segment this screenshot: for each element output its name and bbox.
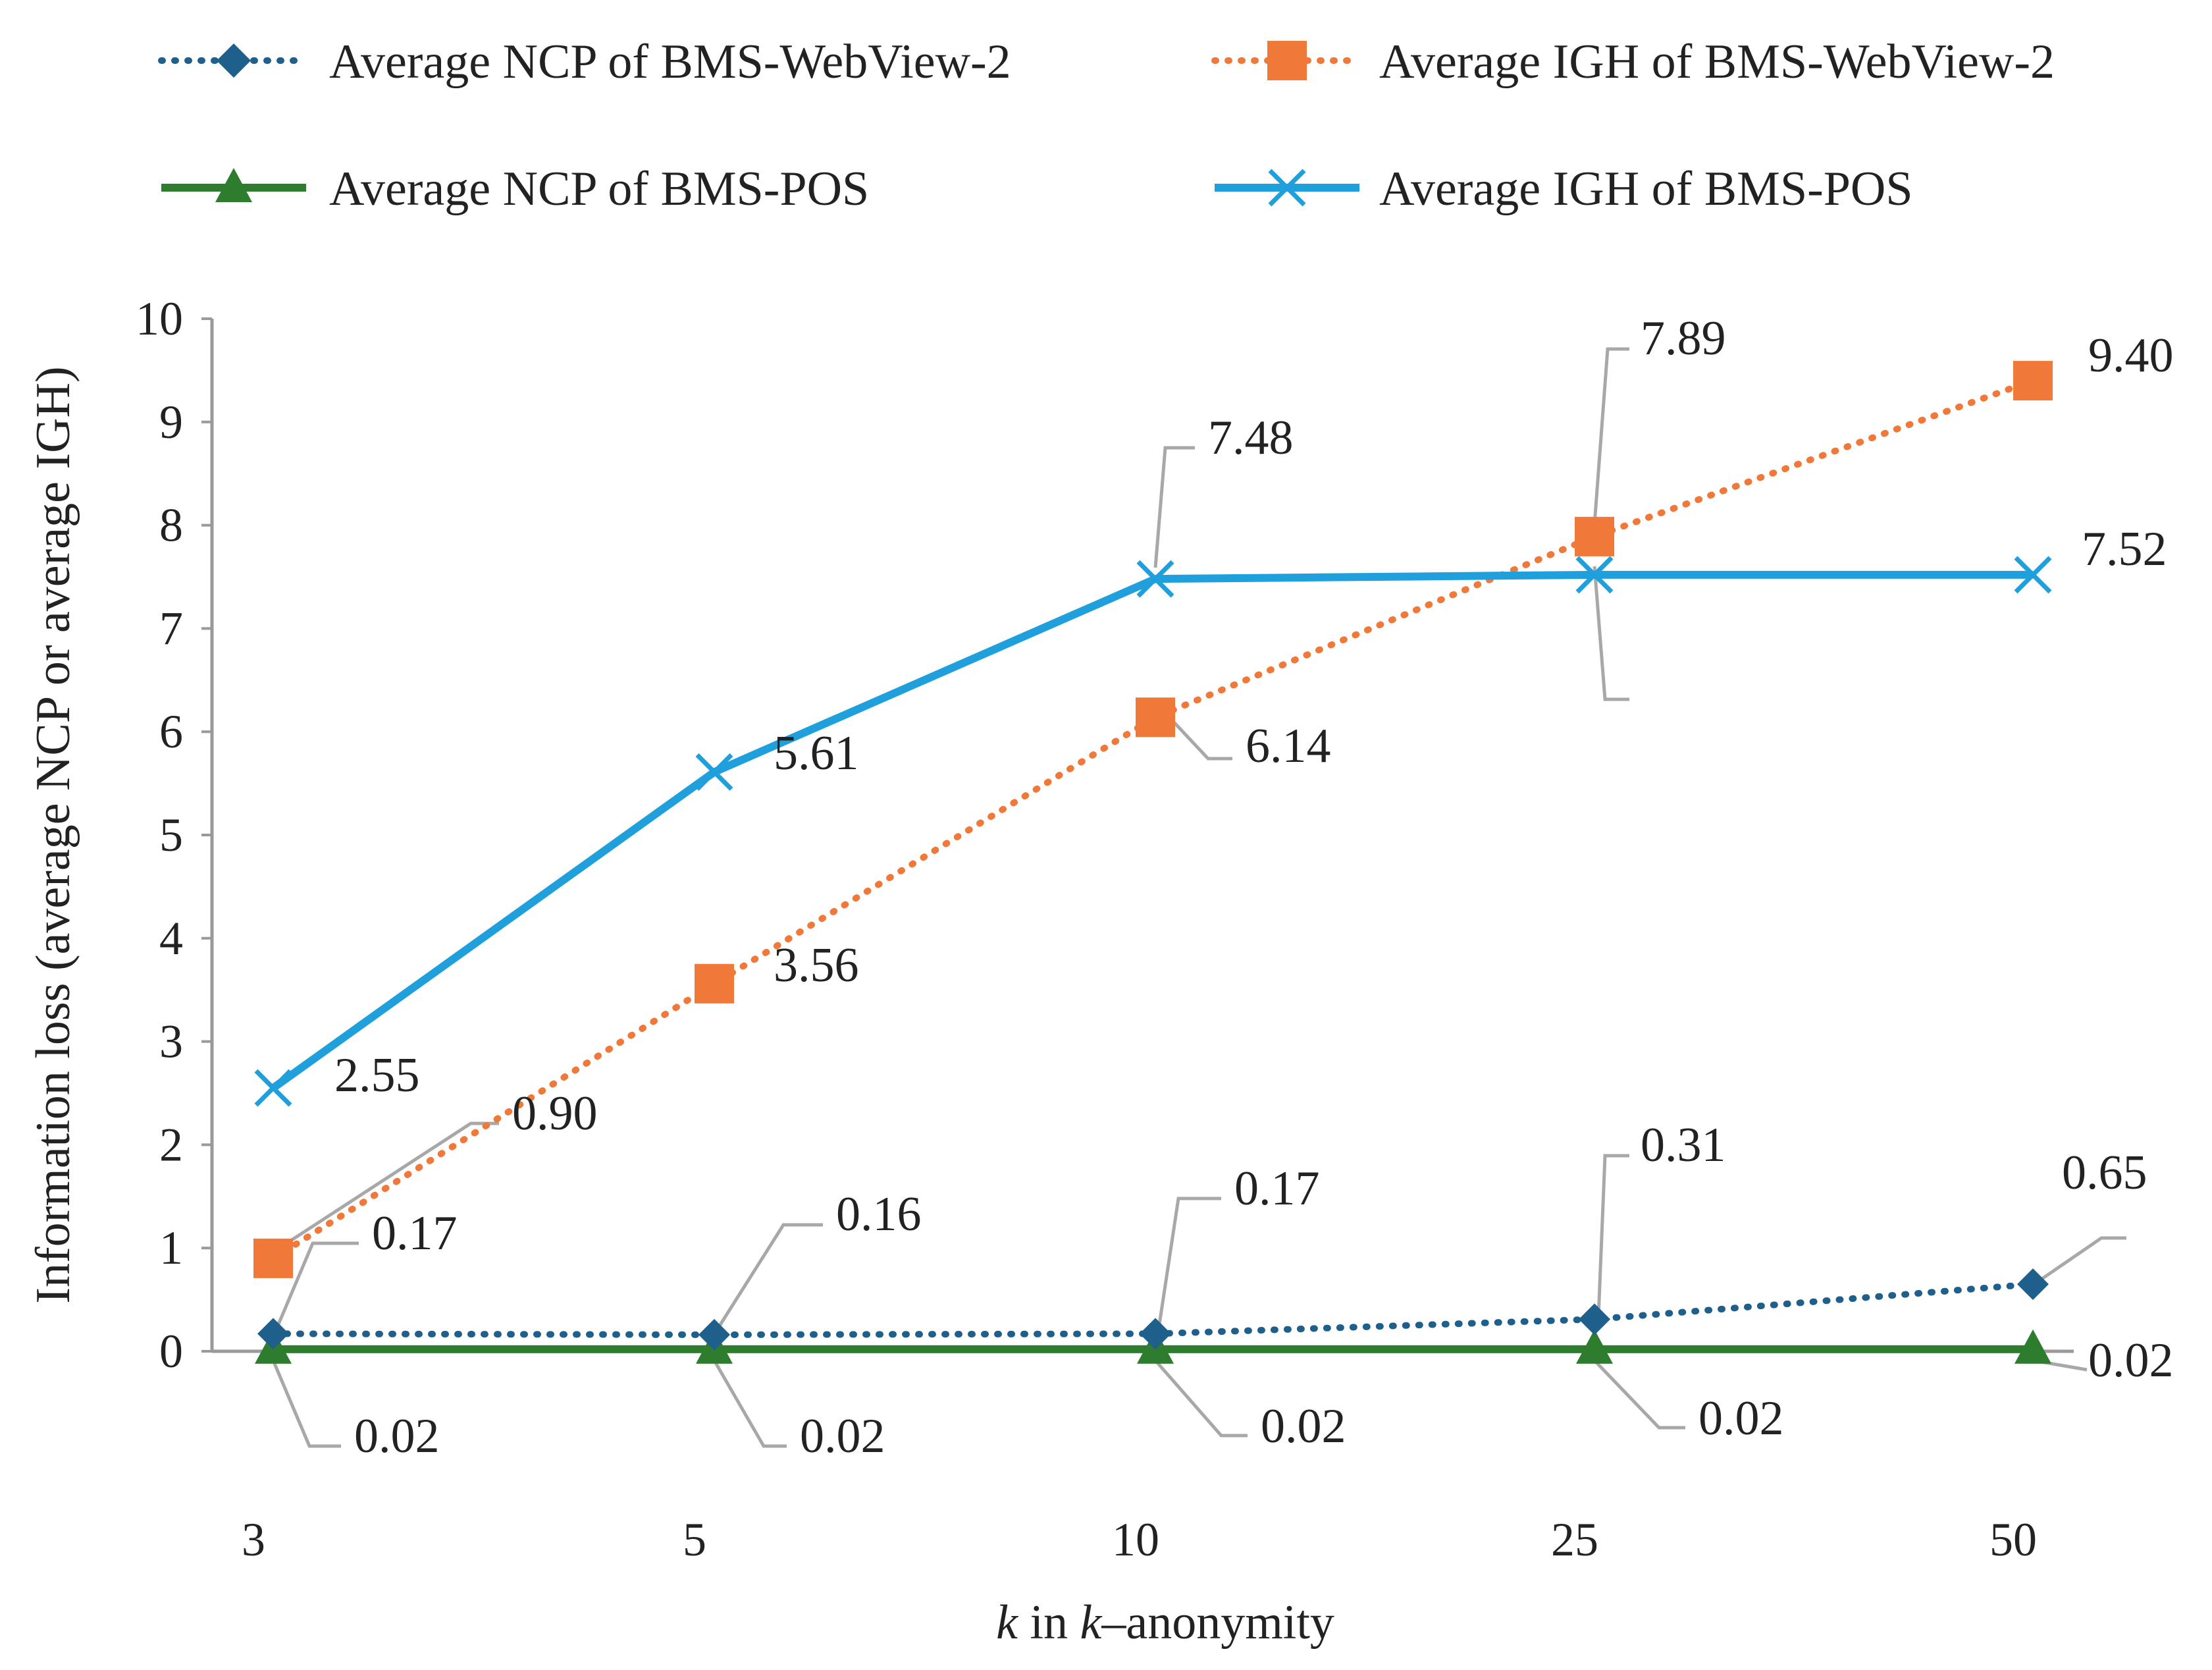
leader-lines — [271, 347, 2126, 1448]
plot-area — [253, 361, 2053, 1364]
y-tick-label: 9 — [159, 396, 183, 448]
data-point-square — [253, 1238, 293, 1278]
data-point-square — [2013, 361, 2053, 401]
leader-line — [1596, 1154, 1629, 1318]
data-label: 0.02 — [800, 1409, 885, 1463]
legend-label: Average NCP of BMS-WebView-2 — [329, 35, 1011, 89]
legend-item-3: Average IGH of BMS-POS — [1215, 162, 1913, 216]
leader-line — [1593, 1359, 1685, 1430]
x-axis-label-mid: in — [1018, 1596, 1080, 1650]
data-label: 0.02 — [1698, 1391, 1784, 1445]
y-tick-label: 4 — [159, 912, 183, 965]
data-point-square — [695, 963, 734, 1004]
data-point-diamond — [257, 1318, 289, 1350]
legend-label: Average IGH of BMS-POS — [1379, 162, 1913, 216]
series-line — [271, 570, 2033, 1092]
leader-line — [271, 1360, 341, 1448]
x-tick-label: 25 — [1551, 1513, 1598, 1566]
legend-marker-diamond — [217, 43, 251, 78]
x-axis-label-k: k — [996, 1596, 1018, 1650]
data-point-diamond — [2017, 1268, 2049, 1301]
data-label: 0.02 — [354, 1409, 440, 1463]
y-tick-label: 8 — [159, 499, 183, 552]
leader-line — [1593, 347, 1629, 525]
data-point-triangle — [2014, 1329, 2051, 1364]
x-tick-label: 50 — [1989, 1513, 2037, 1566]
leader-line — [1154, 1359, 1248, 1438]
data-label: 5.61 — [774, 726, 859, 780]
data-point-x — [2014, 556, 2052, 594]
leader-line — [712, 1359, 787, 1448]
y-tick-label: 1 — [159, 1222, 183, 1274]
leader-line — [275, 1241, 359, 1330]
data-label: 0.17 — [1234, 1162, 1320, 1216]
data-point-x — [1575, 556, 1614, 594]
y-tick-label: 5 — [159, 809, 183, 861]
data-label: 0.17 — [372, 1206, 458, 1260]
leader-line — [1153, 446, 1195, 568]
axes: 0 1 2 3 4 5 6 7 8 9 10 3 5 10 25 50 Information loss (… — [26, 292, 2074, 1650]
legend-marker-triangle — [215, 168, 252, 202]
data-label: 7.89 — [1641, 311, 1726, 365]
data-point-square — [1136, 697, 1175, 738]
data-label: 3.56 — [774, 938, 859, 992]
data-point-triangle — [1576, 1329, 1613, 1364]
y-tick-label: 6 — [159, 705, 183, 758]
legend-item-2: Average NCP of BMS-POS — [161, 162, 869, 216]
data-point-square — [1575, 516, 1614, 556]
legend-marker-square — [1267, 41, 1307, 80]
data-label: 7.52 — [2082, 522, 2167, 576]
data-label: 2.55 — [334, 1048, 420, 1102]
x-axis-label-k2: k — [1080, 1596, 1103, 1650]
data-label: 6.14 — [1246, 719, 1331, 773]
legend-item-0: Average NCP of BMS-WebView-2 — [158, 35, 1011, 89]
y-tick-label: 3 — [159, 1015, 183, 1068]
data-label: 0.65 — [2062, 1146, 2147, 1200]
data-label: 0.02 — [2088, 1333, 2174, 1387]
x-axis-label-suffix: –anonymity — [1101, 1596, 1334, 1650]
series-line — [270, 377, 2036, 1262]
series-1 — [253, 361, 2053, 1278]
legend: Average NCP of BMS-WebView-2 Average IGH … — [158, 35, 2055, 216]
leader-line — [716, 1223, 823, 1330]
data-label: 0.31 — [1641, 1118, 1726, 1172]
x-tick-label: 10 — [1112, 1513, 1159, 1566]
leader-line — [2033, 1236, 2126, 1286]
data-point-diamond — [1579, 1303, 1610, 1335]
legend-item-1: Average IGH of BMS-WebView-2 — [1211, 35, 2055, 89]
leader-line — [1593, 566, 1629, 701]
legend-marker-x — [1268, 169, 1306, 207]
x-tick-label: 5 — [683, 1513, 706, 1566]
data-labels: 0.17 0.16 0.17 0.31 0.65 0.90 3.56 6.14 7.89 9.40… — [334, 311, 2174, 1463]
y-tick-label: 2 — [159, 1118, 183, 1171]
series-3 — [254, 556, 2052, 1107]
legend-label: Average NCP of BMS-POS — [329, 162, 869, 216]
data-point-diamond — [1140, 1318, 1171, 1350]
data-label: 0.90 — [512, 1087, 598, 1141]
legend-label: Average IGH of BMS-WebView-2 — [1379, 35, 2055, 89]
leader-line — [275, 1121, 499, 1252]
data-label: 0.16 — [836, 1187, 922, 1241]
data-point-x — [254, 1069, 292, 1107]
y-tick-label: 0 — [159, 1325, 183, 1378]
series-0 — [257, 1268, 2049, 1351]
y-axis-label: Information loss (average NCP or average… — [26, 366, 80, 1303]
y-tick-label: 7 — [159, 602, 183, 655]
data-label: 0.02 — [1261, 1399, 1346, 1453]
leader-line — [1157, 1197, 1221, 1330]
data-label: 9.40 — [2088, 329, 2174, 383]
data-point-x — [695, 753, 733, 791]
x-tick-label: 3 — [242, 1513, 265, 1566]
data-point-diamond — [698, 1318, 730, 1351]
x-axis-label: k in k–anonymity — [996, 1596, 1334, 1650]
data-label: 7.48 — [1208, 411, 1294, 465]
data-point-x — [1136, 560, 1174, 598]
y-tick-label: 10 — [136, 292, 183, 345]
